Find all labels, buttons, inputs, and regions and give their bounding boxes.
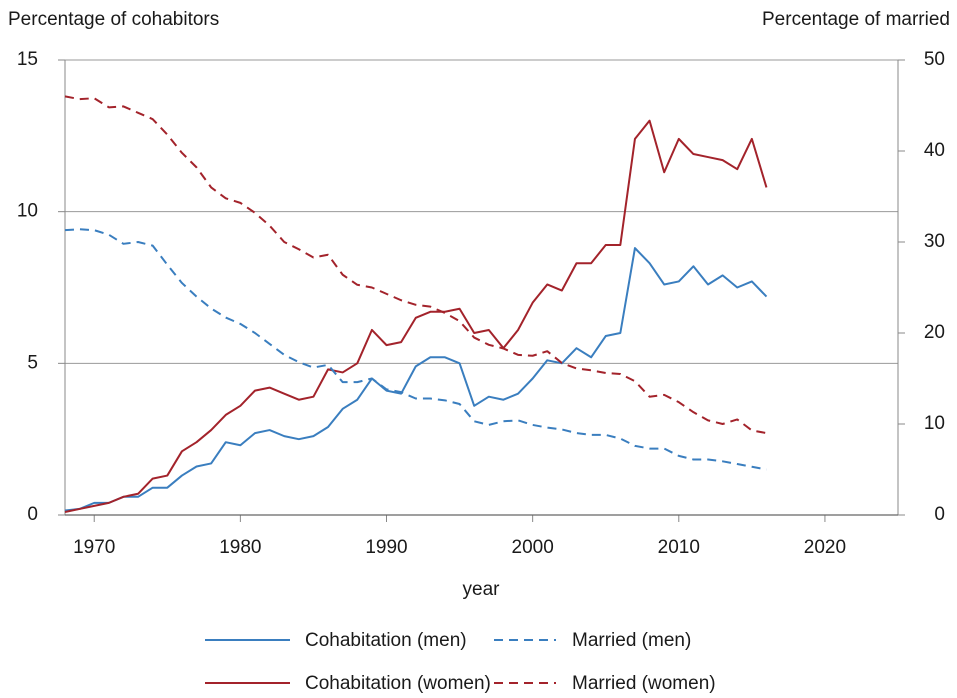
y2-axis-label: Percentage of married [762, 9, 950, 30]
x-tick-label: 2010 [658, 537, 700, 558]
series-line [64, 247, 768, 512]
series-line [64, 119, 768, 513]
series-line [64, 228, 767, 471]
x-tick-label: 1970 [73, 537, 115, 558]
y2-tick-label: 30 [924, 231, 945, 252]
y-tick-label: 5 [27, 352, 38, 373]
x-tick-label: 1990 [365, 537, 407, 558]
y2-tick-label: 10 [924, 413, 945, 434]
series-line [64, 95, 767, 435]
y-tick-label: 10 [17, 201, 38, 222]
y2-tick-label: 0 [934, 504, 945, 525]
legend-label: Cohabitation (men) [305, 630, 467, 651]
y2-tick-label: 20 [924, 322, 945, 343]
x-tick-label: 1980 [219, 537, 261, 558]
legend-label: Married (men) [572, 630, 691, 651]
y2-tick-label: 50 [924, 49, 945, 70]
y-tick-label: 0 [27, 504, 38, 525]
x-tick-label: 2020 [804, 537, 846, 558]
y-tick-label: 15 [17, 49, 38, 70]
legend-label: Cohabitation (women) [305, 673, 491, 694]
y-axis-label: Percentage of cohabitors [8, 9, 219, 30]
y2-tick-label: 40 [924, 140, 945, 161]
x-axis-label: year [463, 579, 501, 600]
x-tick-label: 2000 [512, 537, 554, 558]
legend-label: Married (women) [572, 673, 716, 694]
